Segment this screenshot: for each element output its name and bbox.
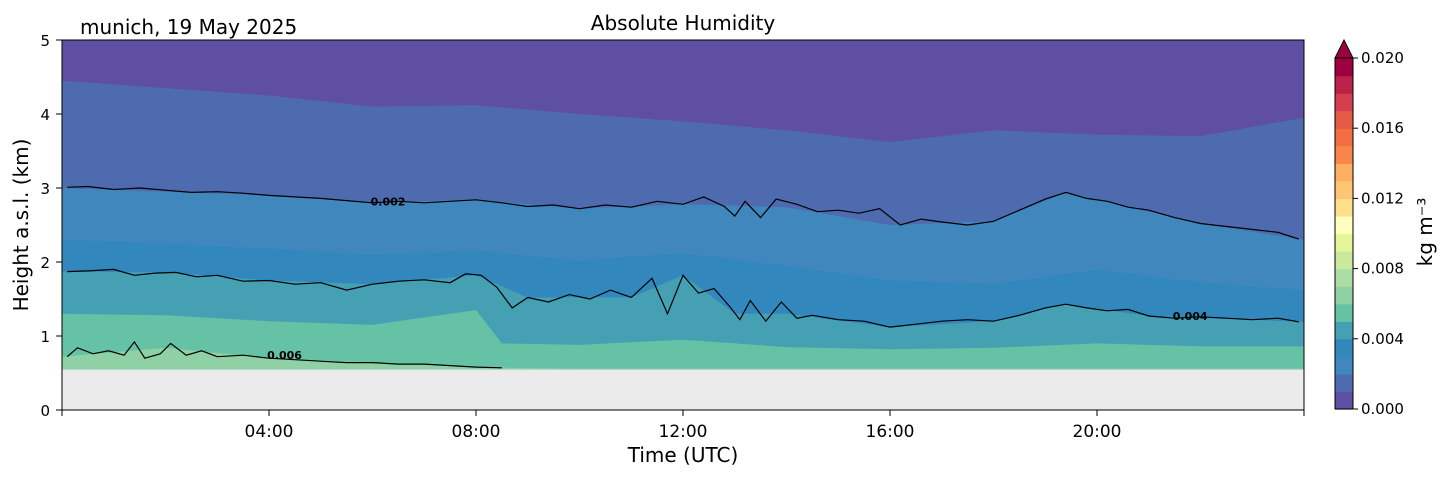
- colorbar-segment: [1335, 215, 1353, 235]
- humidity-band-11: [62, 347, 1304, 370]
- y-axis-label: Height a.s.l. (km): [9, 139, 33, 312]
- x-tick-label: 16:00: [866, 422, 915, 442]
- humidity-fill-bands: [62, 40, 1304, 370]
- colorbar-segment: [1335, 198, 1353, 217]
- contour-line-0.004: [67, 268, 1299, 328]
- plot-area: 0.002 0.004 0.006: [62, 40, 1304, 410]
- contour-lines: [66, 185, 1299, 369]
- contour-label-0.004: 0.004: [1173, 310, 1208, 323]
- chart-subtitle: munich, 19 May 2025: [80, 15, 297, 39]
- colorbar-segment: [1335, 93, 1353, 112]
- colorbar-tick-label: 0.008: [1361, 260, 1404, 278]
- colorbar-label: kg m⁻³: [1413, 198, 1437, 267]
- colorbar-segment: [1335, 251, 1353, 270]
- colorbar-segment: [1335, 145, 1353, 164]
- colorbar-segment: [1335, 268, 1353, 287]
- x-tick-label: 12:00: [659, 422, 708, 442]
- colorbar-segment: [1335, 110, 1353, 129]
- colorbar-segment: [1335, 128, 1353, 147]
- colorbar-tick-label: 0.012: [1361, 189, 1404, 207]
- colorbar-segment: [1335, 163, 1353, 182]
- colorbar-segment: [1335, 356, 1353, 375]
- y-axis: 0 1 2 3 4 5: [40, 32, 62, 420]
- contour-label-0.006: 0.006: [267, 349, 302, 362]
- y-tick-label: 1: [40, 328, 50, 346]
- colorbar-segment: [1335, 373, 1353, 393]
- x-tick-label: 20:00: [1073, 422, 1122, 442]
- colorbar-segment: [1335, 58, 1353, 77]
- colorbar-segment: [1335, 391, 1353, 410]
- colorbar-segment: [1335, 303, 1353, 322]
- x-tick-label: 04:00: [245, 422, 294, 442]
- colorbar-segment: [1335, 338, 1353, 357]
- x-axis-label: Time (UTC): [627, 443, 739, 467]
- chart-title: Absolute Humidity: [591, 11, 776, 35]
- y-tick-label: 2: [40, 254, 50, 272]
- contour-labels: 0.002 0.004 0.006: [267, 195, 1208, 362]
- colorbar-frame: [1334, 57, 1354, 410]
- y-tick-label: 0: [40, 402, 50, 420]
- colorbar-segment: [1335, 233, 1353, 252]
- x-axis: 04:00 08:00 12:00 16:00 20:00: [61, 410, 1305, 442]
- humidity-band-10: [62, 332, 1304, 370]
- colorbar-extend-arrow: [1334, 38, 1354, 59]
- colorbar-segment: [1335, 321, 1353, 340]
- colorbar-tick-label: 0.000: [1361, 400, 1404, 418]
- colorbar-tick-label: 0.016: [1361, 119, 1404, 137]
- colorbar-tick-label: 0.004: [1361, 330, 1404, 348]
- colorbar-segment: [1335, 75, 1353, 94]
- x-tick-label: 08:00: [452, 422, 501, 442]
- colorbar-segment: [1335, 286, 1353, 305]
- contour-line-0.006: [66, 340, 502, 369]
- y-tick-label: 3: [40, 180, 50, 198]
- y-tick-label: 5: [40, 32, 50, 50]
- contour-label-0.002: 0.002: [371, 195, 406, 208]
- colorbar-segment: [1335, 180, 1353, 199]
- colorbar-tick-label: 0.020: [1361, 49, 1404, 67]
- contour-line-0.002: [67, 185, 1299, 240]
- y-tick-label: 4: [40, 106, 50, 124]
- colorbar: 0.000 0.004 0.008 0.012 0.016 0.020: [1334, 38, 1404, 418]
